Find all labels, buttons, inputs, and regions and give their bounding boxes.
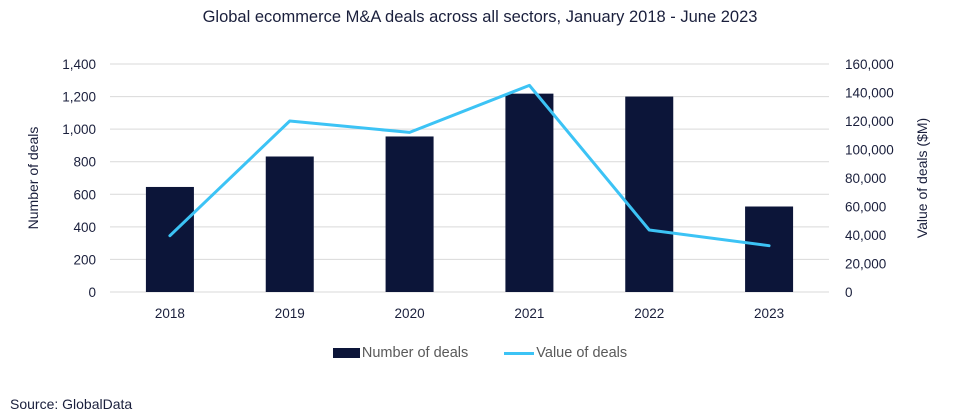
gridlines <box>110 63 829 293</box>
y-left-tick-label: 1,000 <box>62 122 96 137</box>
y-axis-left-label: Number of deals <box>25 127 41 230</box>
bar-2018 <box>145 186 194 292</box>
value-of-deals-line <box>168 83 771 248</box>
legend-line-swatch <box>504 351 535 355</box>
y-left-tick-label: 1,400 <box>62 57 96 72</box>
y-left-tick-label: 800 <box>73 155 96 170</box>
y-right-tick-label: 140,000 <box>845 86 894 101</box>
y-left-tick-label: 0 <box>88 285 96 300</box>
x-axis-ticks: 2018 2019 2020 2021 2022 2023 <box>155 306 784 321</box>
y-right-tick-label: 160,000 <box>845 57 894 72</box>
legend-label: Value of deals <box>536 345 628 361</box>
y-right-tick-label: 20,000 <box>845 257 886 272</box>
x-tick-label: 2022 <box>634 306 664 321</box>
x-tick-label: 2023 <box>754 306 784 321</box>
bar-2023 <box>745 206 794 292</box>
y-right-tick-label: 80,000 <box>845 171 886 186</box>
y-axis-right-label: Value of deals ($M) <box>914 118 930 238</box>
y-left-tick-label: 400 <box>73 220 96 235</box>
bar-2019 <box>265 156 314 292</box>
bar-2022 <box>625 96 674 292</box>
line-series <box>168 83 771 248</box>
x-tick-label: 2018 <box>155 306 185 321</box>
y-axis-right-ticks: 0 20,000 40,000 60,000 80,000 100,000 120,000 1… <box>845 57 894 300</box>
y-right-tick-label: 100,000 <box>845 143 894 158</box>
bar-2021 <box>505 93 554 292</box>
y-right-tick-label: 40,000 <box>845 228 886 243</box>
y-right-tick-label: 60,000 <box>845 200 886 215</box>
legend-bar-swatch <box>332 348 360 358</box>
x-tick-label: 2021 <box>514 306 544 321</box>
y-right-tick-label: 120,000 <box>845 114 894 129</box>
legend-label: Number of deals <box>361 345 469 361</box>
y-right-tick-label: 0 <box>845 285 853 300</box>
chart-title: Global ecommerce M&A deals across all se… <box>202 8 758 26</box>
x-tick-label: 2019 <box>275 306 305 321</box>
legend-item-number-of-deals: Number of deals <box>332 345 469 361</box>
y-left-tick-label: 200 <box>73 252 96 267</box>
x-tick-label: 2020 <box>395 306 425 321</box>
y-left-tick-label: 1,200 <box>62 90 96 105</box>
y-axis-left-ticks: 0 200 400 600 800 1,000 1,200 1,400 <box>62 57 96 300</box>
y-left-tick-label: 600 <box>73 187 96 202</box>
legend-item-value-of-deals: Value of deals <box>504 345 627 361</box>
bar-series <box>145 93 794 292</box>
legend: Number of deals Value of deals <box>0 345 960 361</box>
source-note: Source: GlobalData <box>10 396 133 412</box>
bar-2020 <box>385 136 434 292</box>
